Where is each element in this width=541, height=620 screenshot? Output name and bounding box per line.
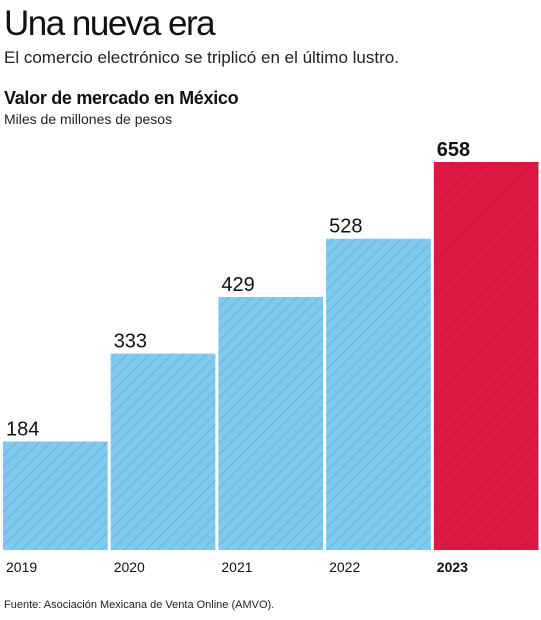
bar-2019 [3, 441, 108, 550]
category-label-2023: 2023 [437, 559, 468, 575]
category-label-2021: 2021 [221, 559, 252, 575]
category-label-2022: 2022 [329, 559, 360, 575]
value-label-2022: 528 [329, 216, 362, 238]
value-label-2021: 429 [221, 274, 254, 296]
category-label-2019: 2019 [6, 559, 37, 575]
subtitle: El comercio electrónico se triplicó en e… [4, 48, 399, 67]
value-label-2023: 658 [437, 139, 470, 161]
bar-2020 [110, 353, 216, 550]
value-label-2020: 333 [114, 331, 147, 353]
bar-2022 [326, 238, 431, 550]
bar-chart: 184 2019 333 2020 429 2021 528 2022 658 2023 [3, 139, 539, 575]
labels-layer: 184 2019 333 2020 429 2021 528 2022 658 2023 [6, 139, 470, 575]
bar-2023 [433, 162, 539, 550]
bars-layer [3, 162, 539, 550]
value-label-2019: 184 [6, 419, 39, 441]
category-label-2020: 2020 [114, 559, 145, 575]
chart-unit-label: Miles de millones de pesos [4, 111, 173, 127]
bar-2021 [218, 297, 324, 550]
chart-title: Valor de mercado en México [4, 88, 239, 108]
source-note: Fuente: Asociación Mexicana de Venta Onl… [4, 599, 275, 611]
headline: Una nueva era [4, 4, 216, 43]
